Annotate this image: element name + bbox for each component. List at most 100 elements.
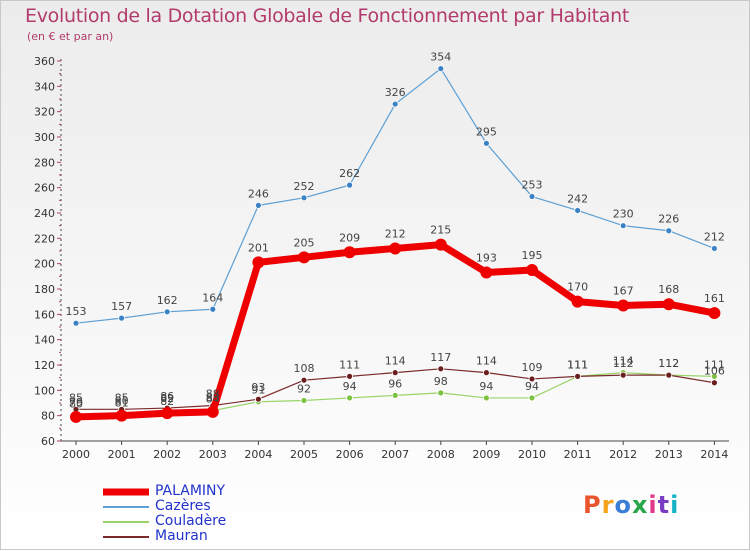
y-tick-label: 240 [34, 207, 55, 220]
y-tick-label: 360 [34, 55, 55, 68]
data-point-mauran [665, 371, 673, 379]
data-point-palaminy [343, 246, 356, 259]
legend-swatch [103, 521, 149, 523]
data-label-cazeres: 354 [430, 51, 451, 64]
data-label-cazeres: 252 [294, 180, 315, 193]
data-point-couladere [391, 391, 399, 399]
data-point-palaminy [617, 299, 630, 312]
data-label-palaminy: 193 [476, 252, 497, 265]
data-label-cazeres: 212 [704, 230, 725, 243]
data-point-cazeres [482, 139, 490, 147]
data-label-couladere: 98 [434, 375, 448, 388]
x-tick-label: 2002 [153, 448, 181, 461]
x-tick-label: 2010 [518, 448, 546, 461]
data-label-palaminy: 201 [248, 241, 269, 254]
data-point-mauran [482, 369, 490, 377]
logo-letter: r [601, 491, 615, 519]
data-label-mauran: 108 [294, 362, 315, 375]
data-label-palaminy: 161 [704, 292, 725, 305]
data-point-cazeres [711, 245, 718, 252]
data-label-mauran: 114 [476, 355, 497, 368]
data-label-mauran: 85 [69, 391, 83, 404]
data-point-mauran [528, 375, 536, 383]
data-point-cazeres [574, 207, 581, 214]
data-point-cazeres [391, 100, 399, 108]
data-point-palaminy [708, 307, 721, 320]
data-point-cazeres [72, 319, 80, 327]
legend-label: Couladère [155, 513, 227, 529]
data-label-couladere: 80 [69, 398, 83, 411]
data-label-cazeres: 326 [385, 86, 406, 99]
data-label-cazeres: 246 [248, 187, 269, 200]
data-label-couladere: 114 [613, 355, 634, 368]
y-tick-label: 260 [34, 182, 55, 195]
legend-label: Cazères [155, 498, 211, 514]
y-tick-label: 120 [34, 359, 55, 372]
data-label-mauran: 93 [251, 381, 265, 394]
data-label-couladere: 112 [658, 357, 679, 370]
y-tick-label: 80 [41, 410, 55, 423]
data-point-palaminy [389, 242, 402, 255]
data-label-palaminy: 80 [115, 395, 129, 408]
data-label-couladere: 81 [115, 396, 129, 409]
series-layer [70, 65, 721, 423]
data-label-mauran: 117 [430, 351, 451, 364]
y-tick-label: 180 [34, 283, 55, 296]
data-point-cazeres [665, 227, 673, 235]
proxiti-logo: Proxiti [583, 491, 679, 519]
data-point-palaminy [434, 238, 447, 251]
data-point-palaminy [161, 407, 174, 420]
data-label-couladere: 94 [525, 380, 539, 393]
logo-letter: o [614, 491, 632, 519]
data-label-couladere: 111 [704, 358, 725, 371]
x-tick-label: 2007 [381, 448, 409, 461]
data-label-mauran: 86 [160, 390, 174, 403]
data-label-couladere: 82 [160, 395, 174, 408]
data-point-palaminy [526, 264, 538, 276]
data-label-palaminy: 170 [567, 281, 588, 294]
data-label-couladere: 84 [206, 393, 220, 406]
data-point-palaminy [662, 298, 675, 311]
data-point-cazeres [209, 305, 217, 313]
data-label-mauran: 114 [385, 355, 406, 368]
y-tick-label: 220 [34, 232, 55, 245]
y-tick-label: 280 [34, 156, 55, 169]
chart-subtitle: (en € et par an) [27, 30, 114, 43]
y-tick-label: 100 [34, 384, 55, 397]
y-tick-label: 140 [34, 334, 55, 347]
data-point-couladere [346, 394, 354, 402]
data-point-mauran [300, 376, 308, 384]
data-point-mauran [254, 395, 262, 403]
data-label-couladere: 96 [388, 377, 402, 390]
data-label-palaminy: 205 [294, 236, 315, 249]
data-point-cazeres [619, 222, 627, 230]
data-point-mauran [346, 372, 354, 380]
data-label-mauran: 112 [613, 357, 634, 370]
data-label-palaminy: 79 [69, 396, 83, 409]
data-point-couladere [482, 394, 490, 402]
data-point-mauran [574, 372, 581, 380]
data-point-cazeres [437, 65, 445, 72]
data-label-cazeres: 226 [658, 213, 679, 226]
data-point-couladere [528, 394, 536, 402]
data-point-couladere [437, 389, 445, 397]
data-point-palaminy [206, 405, 219, 418]
data-label-cazeres: 162 [157, 294, 178, 307]
data-point-cazeres [118, 314, 125, 322]
x-tick-label: 2009 [472, 448, 500, 461]
data-label-couladere: 91 [251, 384, 265, 397]
data-label-cazeres: 262 [339, 167, 360, 180]
data-point-cazeres [528, 193, 536, 200]
data-label-palaminy: 215 [430, 224, 451, 237]
data-label-mauran: 109 [522, 361, 543, 374]
data-point-cazeres [300, 194, 308, 202]
x-tick-label: 2011 [564, 448, 592, 461]
x-tick-label: 2003 [199, 448, 227, 461]
data-point-mauran [437, 365, 445, 373]
data-label-palaminy: 82 [160, 392, 174, 405]
x-tick-label: 2013 [655, 448, 683, 461]
data-label-couladere: 92 [297, 382, 311, 395]
x-tick-label: 2000 [62, 448, 90, 461]
